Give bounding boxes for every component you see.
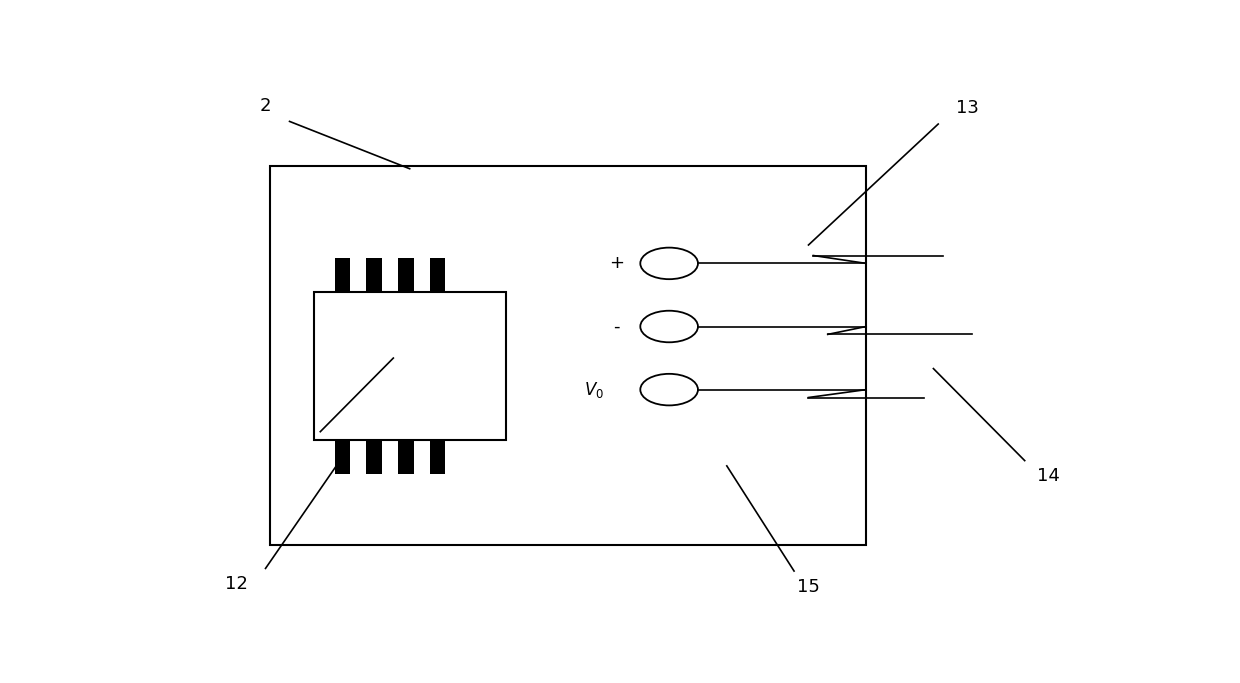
Bar <box>398 440 413 474</box>
Bar <box>367 440 382 474</box>
Circle shape <box>640 374 698 406</box>
Text: 12: 12 <box>226 575 248 594</box>
Bar <box>270 166 867 545</box>
Text: $V_0$: $V_0$ <box>584 380 604 400</box>
Circle shape <box>640 311 698 342</box>
Text: 2: 2 <box>259 96 272 115</box>
Bar <box>398 258 413 292</box>
Circle shape <box>640 248 698 279</box>
Text: 13: 13 <box>956 99 978 117</box>
Bar <box>335 440 350 474</box>
Text: -: - <box>613 318 620 335</box>
Text: 14: 14 <box>1038 467 1060 486</box>
Text: 15: 15 <box>797 578 820 596</box>
Bar <box>314 292 506 440</box>
Bar <box>335 258 350 292</box>
Text: +: + <box>609 254 624 273</box>
Bar <box>367 258 382 292</box>
Bar <box>430 258 445 292</box>
Bar <box>430 440 445 474</box>
